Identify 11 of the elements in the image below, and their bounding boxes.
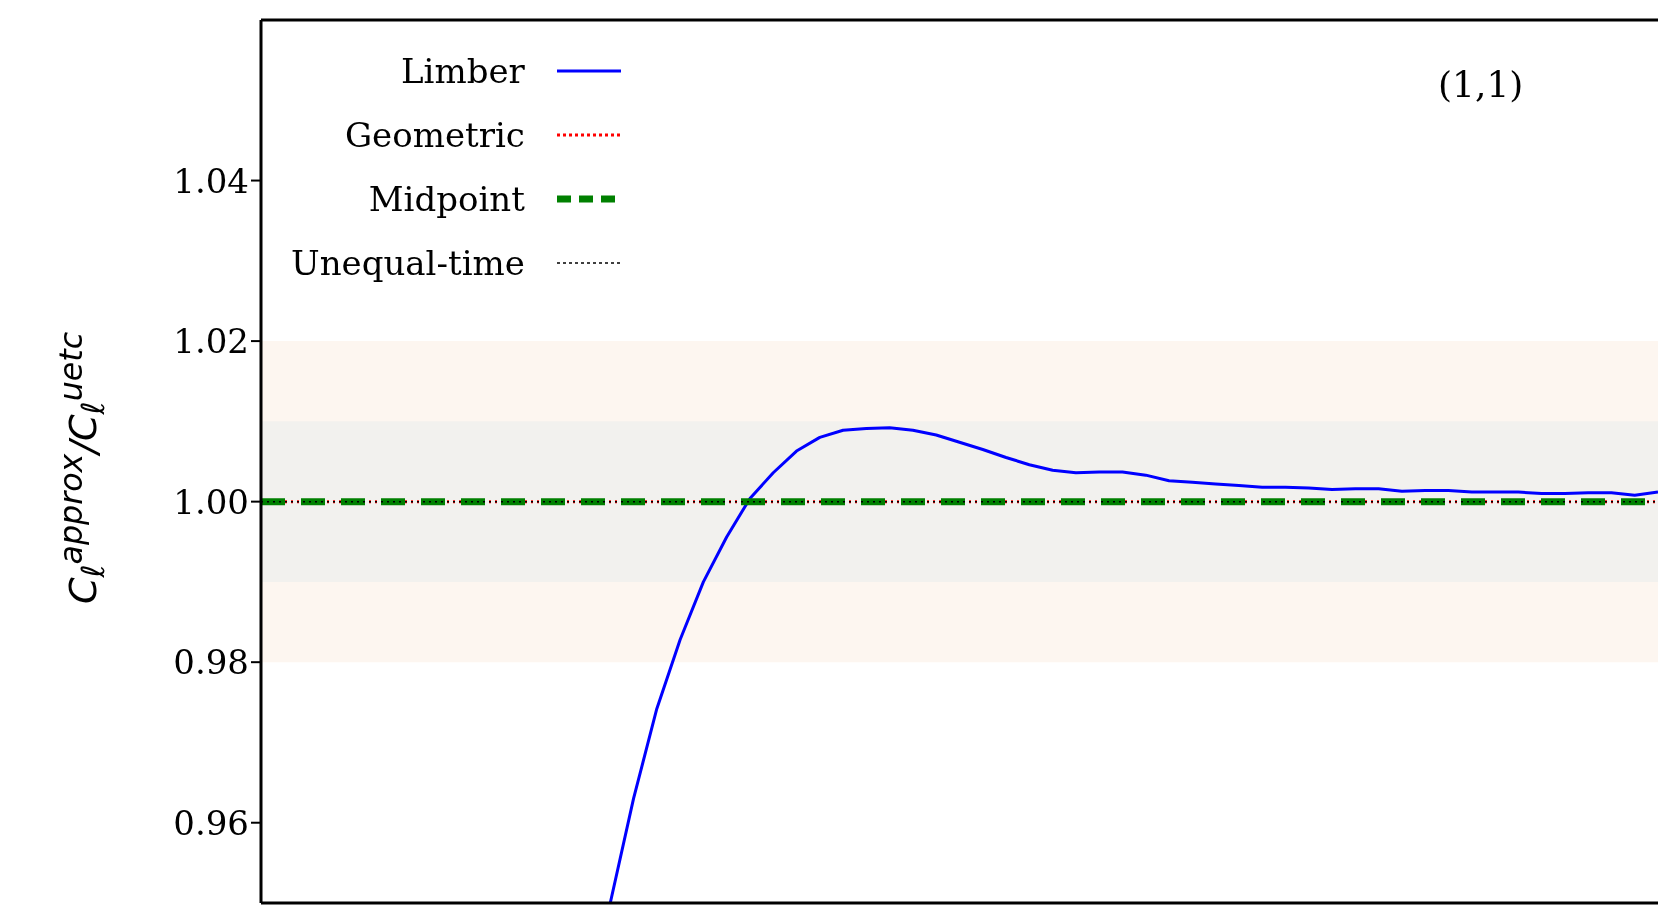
legend-label: Unequal-time xyxy=(291,242,525,285)
y-tick-label: 0.98 xyxy=(173,642,249,683)
line-series xyxy=(608,426,1658,903)
y-tick-label: 1.04 xyxy=(173,160,249,201)
legend-label: Limber xyxy=(401,50,525,93)
annotation: (1,1) xyxy=(1438,64,1524,105)
y-tick-label: 1.02 xyxy=(173,321,249,362)
legend-label: Geometric xyxy=(344,114,525,157)
legend-label: Midpoint xyxy=(368,178,525,221)
y-tick-label: 1.00 xyxy=(173,481,249,522)
y-tick-label: 0.96 xyxy=(173,802,249,843)
